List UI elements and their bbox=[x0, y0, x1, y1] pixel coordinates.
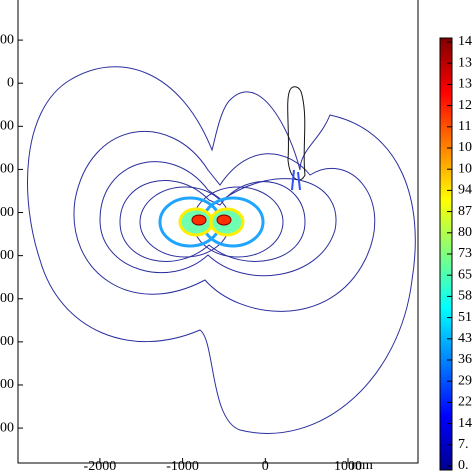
y-tick-label: 000 bbox=[0, 248, 14, 263]
x-tick-label: -1000 bbox=[166, 459, 199, 474]
colorbar-label: 10 bbox=[458, 140, 472, 155]
y-tick-label: 000 bbox=[0, 205, 14, 220]
y-tick-label: 000 bbox=[0, 377, 14, 392]
contour-line bbox=[27, 66, 416, 434]
contour-line bbox=[119, 179, 306, 262]
colorbar-label: 87 bbox=[458, 204, 472, 219]
plot-frame bbox=[17, 0, 419, 464]
contours bbox=[27, 66, 416, 434]
contour-line bbox=[99, 161, 337, 277]
colorbar-label: 7. bbox=[458, 437, 469, 452]
colorbar-label: 51 bbox=[458, 310, 472, 325]
contour-line bbox=[287, 86, 306, 181]
contour-line bbox=[191, 214, 207, 226]
colorbar-label: 14 bbox=[458, 34, 472, 49]
y-tick-label: 000 bbox=[0, 119, 14, 134]
x-tick-label: 0 bbox=[262, 459, 269, 474]
colorbar-label: 73 bbox=[458, 246, 472, 261]
colorbar-label: 12 bbox=[458, 98, 472, 113]
y-tick-label: 0 bbox=[7, 75, 14, 90]
colorbar-label: 13 bbox=[458, 77, 472, 92]
colorbar-label: 43 bbox=[458, 331, 472, 346]
colorbar-label: 80 bbox=[458, 225, 472, 240]
contour-line bbox=[291, 169, 301, 191]
contour-line bbox=[216, 214, 232, 226]
colorbar-label: 58 bbox=[458, 289, 472, 304]
colorbar-label: 36 bbox=[458, 352, 472, 367]
colorbar-label: 22 bbox=[458, 395, 472, 410]
x-tick-label: -2000 bbox=[84, 459, 117, 474]
colorbar-label: 0. bbox=[458, 458, 469, 473]
y-tick-label: 000 bbox=[0, 32, 14, 47]
colorbar-label: 65 bbox=[458, 267, 472, 282]
colorbar-label: 14 bbox=[458, 416, 472, 431]
y-tick-label: 000 bbox=[0, 420, 14, 435]
y-tick-label: 000 bbox=[0, 334, 14, 349]
colorbar-label: 10 bbox=[458, 161, 472, 176]
colorbar-label: 29 bbox=[458, 373, 472, 388]
colorbar-label: 11 bbox=[458, 119, 471, 134]
y-tick-label: 000 bbox=[0, 291, 14, 306]
x-axis-label: mm bbox=[351, 458, 373, 473]
colorbar-label: 94 bbox=[458, 183, 472, 198]
contour-line bbox=[73, 130, 376, 312]
y-tick-label: 000 bbox=[0, 162, 14, 177]
colorbar-label: 13 bbox=[458, 55, 472, 70]
x-tick-label: 1000 bbox=[334, 459, 362, 474]
